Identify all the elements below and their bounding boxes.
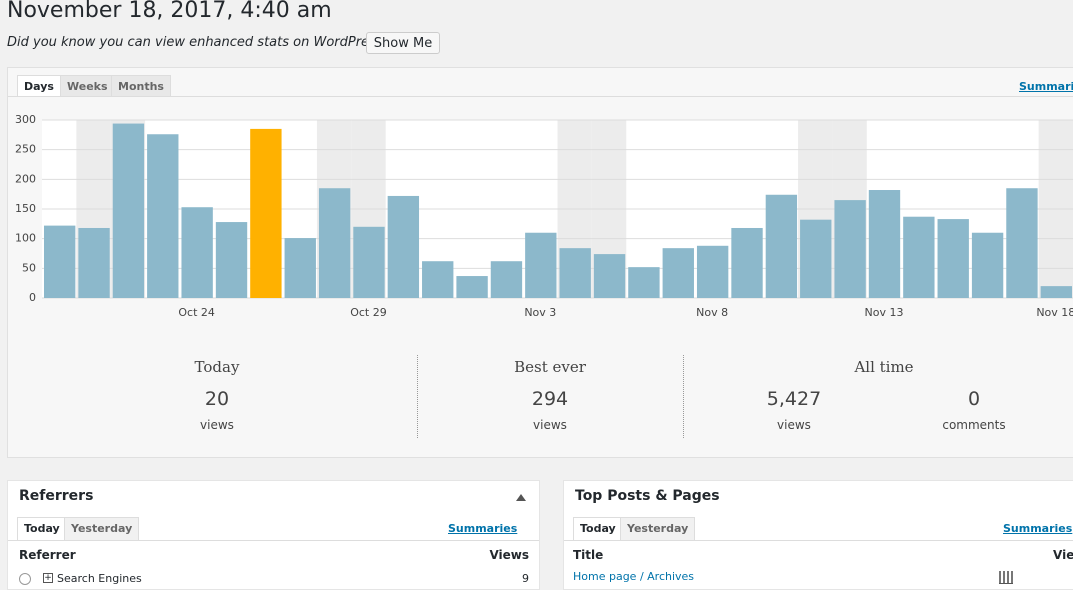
bar xyxy=(696,245,729,298)
x-tick-label: Oct 29 xyxy=(350,306,387,319)
bar xyxy=(971,232,1004,298)
bar xyxy=(1040,286,1072,298)
stat-value: 5,427 xyxy=(766,388,822,410)
sparkline-icon[interactable] xyxy=(999,571,1013,584)
bar xyxy=(387,195,420,298)
bar xyxy=(456,276,488,298)
stat-label: All time xyxy=(854,358,914,376)
y-tick-label: 50 xyxy=(22,261,36,274)
bar xyxy=(490,261,523,298)
bar xyxy=(78,227,110,298)
bar xyxy=(628,267,660,298)
post-link[interactable]: Home page / Archives xyxy=(573,570,695,583)
tab[interactable]: Yesterday xyxy=(64,517,140,540)
y-tick-label: 0 xyxy=(29,291,36,304)
chart: 0 50 100 150 200 250 300 Oct 24 Oct 29 Nov 3 Nov 8… xyxy=(15,113,1073,319)
y-tick-label: 100 xyxy=(15,232,36,245)
stat-value: 294 xyxy=(531,388,569,410)
referrer-name: Search Engines xyxy=(57,572,142,585)
bar xyxy=(868,190,901,298)
show-me-button[interactable]: Show Me xyxy=(366,32,440,54)
box-title: Top Posts & Pages xyxy=(575,488,720,504)
tab-rule xyxy=(8,96,1073,97)
stat-unit: comments xyxy=(942,418,1006,432)
x-tick-label: Nov 8 xyxy=(696,306,728,319)
stat-unit: views xyxy=(777,418,811,432)
bar xyxy=(318,188,351,298)
tab[interactable]: Weeks xyxy=(60,75,115,97)
bar xyxy=(800,219,832,298)
stat-unit: views xyxy=(200,418,234,432)
tab[interactable]: Today xyxy=(573,517,623,540)
bar xyxy=(937,219,969,298)
stat-label: Best ever xyxy=(514,358,586,376)
bar xyxy=(765,194,798,298)
separator xyxy=(417,355,418,438)
radio[interactable] xyxy=(19,573,31,585)
x-tick-label: Nov 3 xyxy=(524,306,556,319)
bar xyxy=(731,227,763,298)
tab[interactable]: Months xyxy=(111,75,171,97)
bar xyxy=(215,222,248,298)
box-title: Referrers xyxy=(19,488,94,504)
column-header: Views xyxy=(489,548,529,562)
bar xyxy=(181,207,213,298)
tab-rule xyxy=(8,540,539,541)
tab[interactable]: Days xyxy=(17,75,61,97)
bar xyxy=(284,238,316,298)
y-tick-label: 200 xyxy=(15,172,36,185)
tab[interactable]: Yesterday xyxy=(620,517,696,540)
bar xyxy=(834,200,866,298)
column-header: Views xyxy=(1053,548,1073,562)
stat-value: 20 xyxy=(204,388,230,410)
bar xyxy=(112,123,145,298)
x-tick-label: Oct 24 xyxy=(178,306,215,319)
bar xyxy=(903,216,935,298)
bar xyxy=(1006,188,1038,298)
y-tick-label: 250 xyxy=(15,143,36,156)
expand-icon[interactable]: + xyxy=(43,573,53,583)
tab[interactable]: Today xyxy=(17,517,67,540)
column-header: Title xyxy=(573,548,604,562)
collapse-arrow[interactable] xyxy=(516,494,526,501)
y-tick-label: 300 xyxy=(15,113,36,126)
bar xyxy=(44,225,76,298)
page-title: November 18, 2017, 4:40 am xyxy=(7,0,332,23)
summaries-link[interactable]: Summaries xyxy=(1003,522,1073,535)
stat-label: Today xyxy=(194,358,240,376)
bar xyxy=(147,134,179,298)
column-header: Referrer xyxy=(19,548,76,562)
stat-unit: views xyxy=(533,418,567,432)
bar xyxy=(525,232,557,298)
bar xyxy=(250,128,282,298)
referrer-views: 9 xyxy=(522,572,529,585)
bar xyxy=(559,248,591,298)
separator xyxy=(683,355,684,438)
bar xyxy=(662,248,694,298)
notice: Did you know you can view enhanced stats… xyxy=(7,35,422,50)
x-tick-label: Nov 18 xyxy=(1036,306,1073,319)
bar xyxy=(422,261,454,298)
y-tick-label: 150 xyxy=(15,202,36,215)
stat-value: 0 xyxy=(967,388,981,410)
bar xyxy=(593,254,626,298)
tab-rule xyxy=(564,540,1073,541)
x-tick-label: Nov 13 xyxy=(864,306,903,319)
summaries-link[interactable]: Summaries xyxy=(1019,80,1073,93)
summaries-link[interactable]: Summaries xyxy=(448,522,518,535)
bar xyxy=(353,226,385,298)
